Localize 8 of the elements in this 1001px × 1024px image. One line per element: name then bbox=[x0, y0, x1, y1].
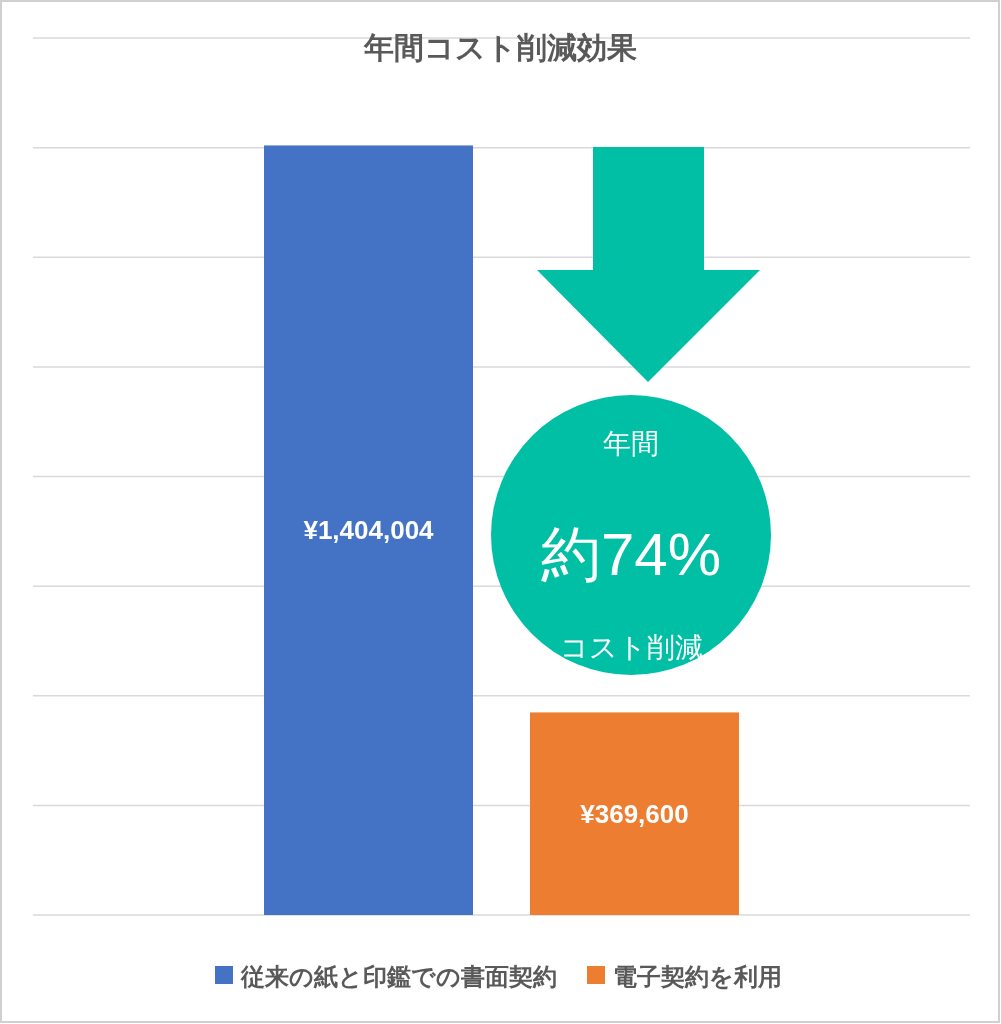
annotation: 約74% bbox=[540, 521, 722, 588]
legend-label: 電子契約を利用 bbox=[613, 963, 782, 990]
annotation: コスト削減 bbox=[559, 632, 703, 663]
data-label: ¥1,404,004 bbox=[303, 515, 435, 546]
annotation: 年間 bbox=[603, 428, 659, 459]
data-label: ¥369,600 bbox=[580, 798, 689, 829]
chart-title: 年間コスト削減効果 bbox=[363, 31, 637, 64]
legend-label: 従来の紙と印鑑での書面契約 bbox=[240, 963, 557, 990]
